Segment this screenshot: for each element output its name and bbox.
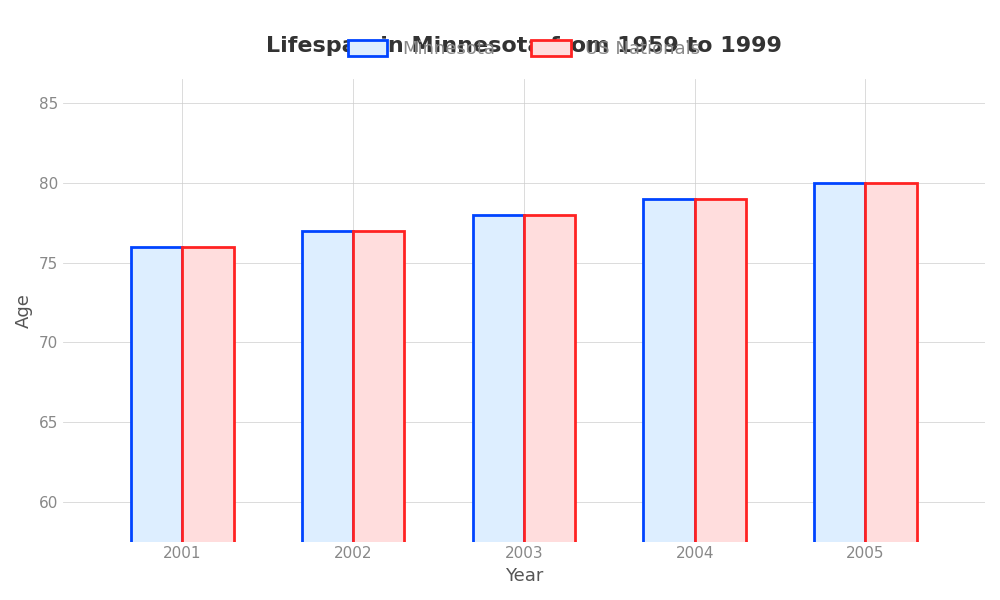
Bar xyxy=(814,183,865,600)
Bar xyxy=(131,247,182,600)
Bar xyxy=(695,199,746,600)
Bar xyxy=(524,215,575,600)
Bar xyxy=(182,247,234,600)
Bar xyxy=(473,215,524,600)
Title: Lifespan in Minnesota from 1959 to 1999: Lifespan in Minnesota from 1959 to 1999 xyxy=(266,35,782,56)
Bar xyxy=(353,231,404,600)
Y-axis label: Age: Age xyxy=(15,293,33,328)
Bar xyxy=(865,183,917,600)
X-axis label: Year: Year xyxy=(505,567,543,585)
Bar xyxy=(302,231,353,600)
Bar xyxy=(643,199,695,600)
Legend: Minnesota, US Nationals: Minnesota, US Nationals xyxy=(340,33,707,65)
